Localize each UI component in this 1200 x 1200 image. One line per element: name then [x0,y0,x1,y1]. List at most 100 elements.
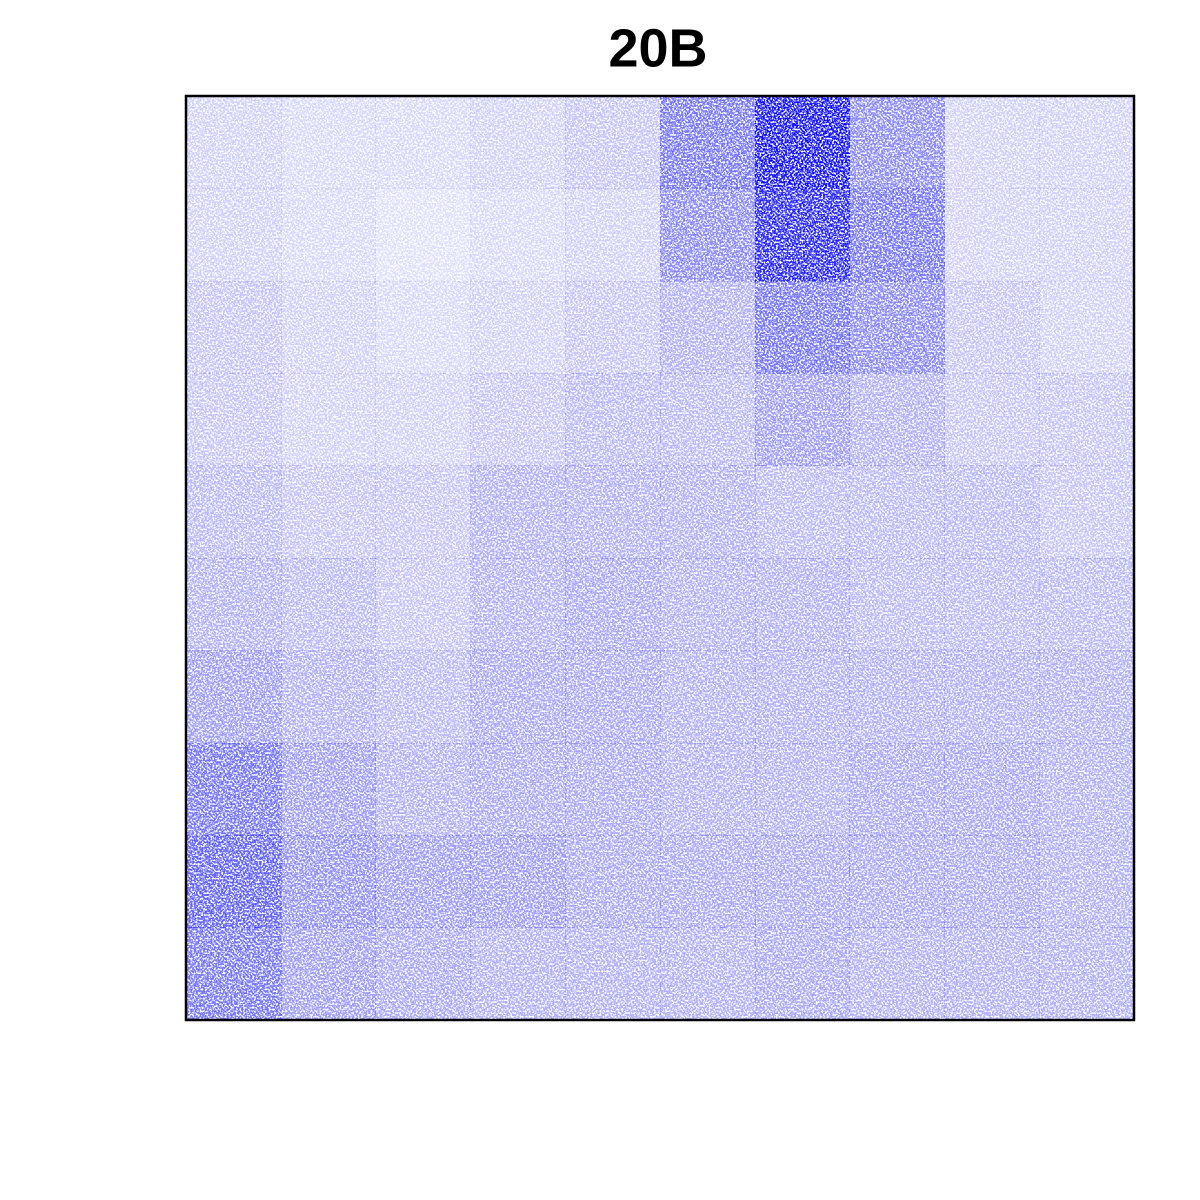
heatmap-cell [754,558,851,651]
heatmap-cell [660,373,756,467]
heatmap-cell [375,373,471,467]
heatmap-cell [470,835,566,929]
heatmap-cell [1039,835,1135,929]
heatmap-cell [944,188,1040,282]
heatmap-cell [754,742,851,836]
heatmap-cell [565,835,661,929]
heatmap-cell [849,835,945,929]
heatmap-cell [280,650,377,744]
heatmap-cell [1039,465,1135,559]
heatmap-cell [849,280,945,374]
heatmap-cell [660,835,756,929]
heatmap-cell [470,558,566,651]
heatmap-cell [944,96,1040,189]
heatmap-cell [944,927,1040,1021]
heatmap-cell [375,280,471,374]
heatmap-cell [470,373,566,467]
heatmap-cell [186,835,282,929]
heatmap-cell [375,650,471,744]
heatmap-cell [280,188,377,282]
heatmap-cell [375,835,471,929]
heatmap-cell [280,558,377,651]
heatmap-cell [280,280,377,374]
heatmap-cell [470,650,566,744]
heatmap-cell [660,465,756,559]
heatmap-cell [375,465,471,559]
heatmap-cell [944,465,1040,559]
heatmap-cell [280,835,377,929]
heatmap-cell [186,465,282,559]
heatmap-cell [280,373,377,467]
heatmap-cell [470,188,566,282]
heatmap-cell [1039,650,1135,744]
heatmap-cell [660,96,756,189]
heatmap-cell [849,373,945,467]
heatmap-cell [660,280,756,374]
heatmap-cell [186,96,282,189]
heatmap-cell [849,742,945,836]
heatmap-cell [754,835,851,929]
heatmap-cell [470,742,566,836]
heatmap-cell [280,742,377,836]
heatmap-cell [565,96,661,189]
heatmap-cell [280,927,377,1021]
heatmap-cell [849,927,945,1021]
heatmap-cell [1039,280,1135,374]
heatmap-cell [565,558,661,651]
heatmap-cell [849,650,945,744]
heatmap-cell [660,927,756,1021]
heatmap-cell [1039,373,1135,467]
heatmap-cell [849,465,945,559]
heatmap-cell [565,373,661,467]
heatmap-cell [470,927,566,1021]
heatmap-cell [1039,188,1135,282]
heatmap-cell [186,188,282,282]
heatmap-cell [470,96,566,189]
heatmap-cell [186,927,282,1021]
heatmap-cell [754,650,851,744]
heatmap-cell [754,927,851,1021]
heatmap-cell [944,742,1040,836]
heatmap-cell [375,927,471,1021]
heatmap-cell [565,280,661,374]
heatmap-cell [186,650,282,744]
heatmap-cell [754,280,851,374]
heatmap-cell [849,188,945,282]
heatmap-cell [565,188,661,282]
plot-frame [184,94,1136,1022]
heatmap-cell [1039,742,1135,836]
heatmap-cell [944,280,1040,374]
heatmap-cell [754,465,851,559]
heatmap-cell [754,96,851,189]
heatmap-cell [375,558,471,651]
heatmap-cell [186,280,282,374]
heatmap-cell [280,96,377,189]
heatmap-cell [660,742,756,836]
heatmap-cell [186,742,282,836]
heatmap-cell [565,742,661,836]
heatmap-cell [565,927,661,1021]
heatmap-cell [944,558,1040,651]
heatmap-cell [186,373,282,467]
heatmap-cell [849,558,945,651]
heatmap-cell [944,835,1040,929]
heatmap-cell [660,650,756,744]
heatmap-cell [565,650,661,744]
heatmap-cell [375,742,471,836]
heatmap-cell [470,465,566,559]
heatmap-cell [660,188,756,282]
heatmap-cell [1039,558,1135,651]
heatmap-cell [849,96,945,189]
heatmap-cell [375,96,471,189]
heatmap-cell [944,650,1040,744]
heatmap-cell [1039,96,1135,189]
heatmap-cell [754,373,851,467]
heatmap-cell [754,188,851,282]
heatmap-cell [565,465,661,559]
heatmap-cell [375,188,471,282]
heatmap-cells [186,96,1135,1021]
heatmap-cell [470,280,566,374]
heatmap-cell [660,558,756,651]
heatmap-cell [280,465,377,559]
